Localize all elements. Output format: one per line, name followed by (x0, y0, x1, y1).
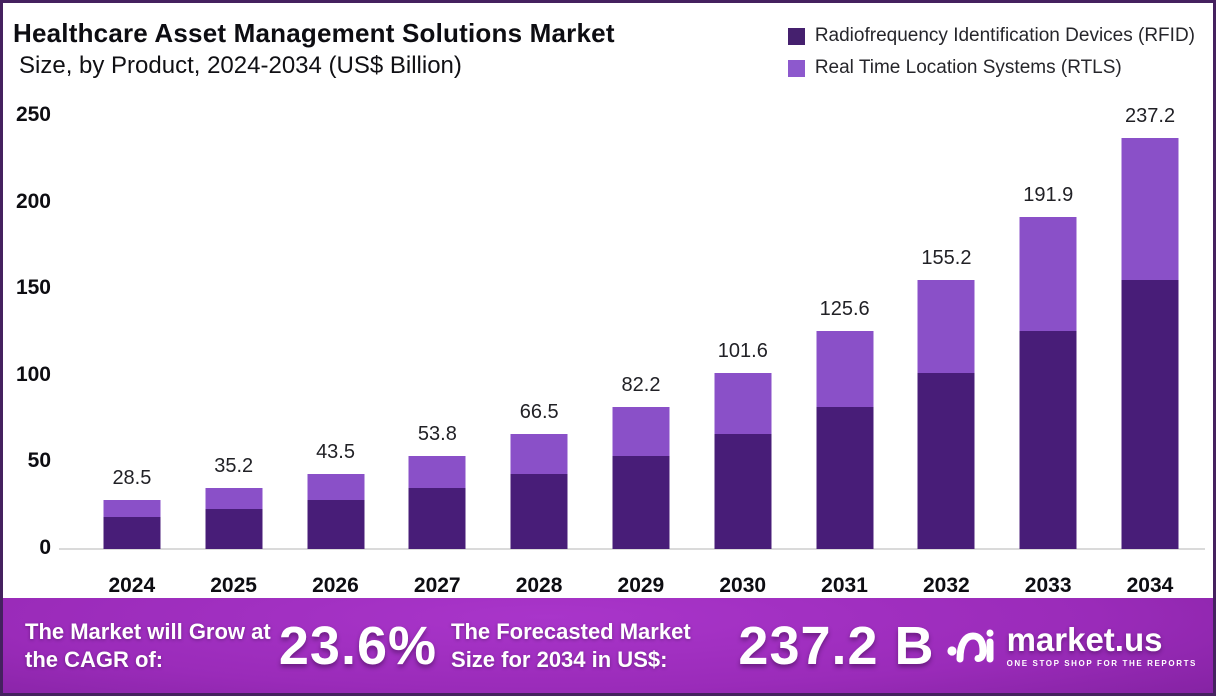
x-tick-label: 2028 (515, 574, 563, 597)
bar-segment-rfid (816, 406, 874, 549)
bar-segment-rfid (408, 488, 466, 549)
x-tick-label: 2029 (617, 574, 665, 597)
y-tick-label: 150 (15, 275, 51, 299)
bar-stack-2029 (612, 406, 670, 549)
bar-stack-2026 (307, 473, 365, 549)
x-tick-label: 2025 (210, 574, 257, 597)
bar-stack-2031 (816, 331, 874, 549)
bar-column-2029: 82.2 (590, 116, 692, 549)
x-tick-label: 2033 (1024, 574, 1072, 597)
bar-column-2031: 125.6 (794, 116, 896, 549)
bar-total-label: 237.2 (1125, 105, 1176, 128)
plot-area: 28.5 2024 35.2 2025 43.5 2026 53.8 2027 66.5 2028… (81, 105, 1201, 597)
chart-subtitle: Size, by Product, 2024-2034 (US$ Billion… (19, 51, 462, 79)
marketus-logo-icon (946, 629, 994, 662)
bar-stack-2033 (1019, 216, 1077, 549)
bar-segment-rtls (205, 488, 263, 509)
bar-segment-rtls (816, 331, 874, 407)
bar-segment-rfid (612, 455, 670, 549)
x-tick-label: 2024 (108, 574, 156, 597)
x-tick-label: 2027 (413, 574, 461, 597)
bar-segment-rtls (917, 280, 975, 374)
bar-column-2033: 191.9 (997, 116, 1099, 549)
bar-segment-rfid (1019, 331, 1077, 549)
bar-column-2032: 155.2 (896, 116, 998, 549)
bar-total-label: 35.2 (214, 455, 254, 478)
y-tick-label: 0 (39, 535, 51, 559)
bar-total-label: 155.2 (921, 247, 972, 270)
y-tick-label: 250 (15, 102, 51, 126)
y-tick-label: 50 (27, 449, 51, 473)
bar-total-label: 82.2 (621, 373, 661, 396)
x-tick-label: 2031 (821, 574, 868, 597)
bar-stack-2030 (714, 373, 772, 549)
bar-stack-2025 (205, 488, 263, 549)
bar-segment-rfid (205, 509, 263, 549)
bar-stack-2034 (1121, 138, 1179, 549)
bar-total-label: 43.5 (316, 440, 355, 463)
bar-column-2025: 35.2 (183, 116, 285, 549)
bar-segment-rtls (103, 499, 161, 517)
bar-segment-rtls (1019, 216, 1077, 332)
bar-column-2024: 28.5 (81, 116, 183, 549)
legend-label-rfid: Radiofrequency Identification Devices (R… (814, 25, 1195, 46)
bar-segment-rfid (1121, 280, 1179, 549)
bar-column-2034: 237.2 (1099, 105, 1201, 549)
bar-segment-rtls (408, 455, 466, 489)
bar-total-label: 53.8 (417, 422, 457, 445)
bar-segment-rfid (714, 433, 772, 549)
x-tick-label: 2030 (719, 574, 767, 597)
forecast-value: 237.2 B (738, 615, 935, 676)
bar-total-label: 191.9 (1023, 183, 1074, 206)
y-axis: 0 50 100 150 200 250 (3, 3, 57, 693)
bar-segment-rfid (510, 473, 568, 549)
rfid-swatch-icon (787, 27, 805, 45)
header: Healthcare Asset Management Solutions Ma… (13, 17, 703, 81)
bar-segment-rtls (307, 473, 365, 500)
bar-stack-2027 (408, 455, 466, 549)
bar-segment-rtls (714, 373, 772, 434)
y-tick-label: 100 (15, 362, 51, 386)
bar-segment-rfid (307, 499, 365, 549)
bar-total-label: 125.6 (819, 298, 870, 321)
rtls-swatch-icon (787, 59, 805, 77)
chart-title: Healthcare Asset Management Solutions Ma… (13, 18, 615, 48)
logo-tagline: ONE STOP SHOP FOR THE REPORTS (1006, 659, 1197, 668)
bar-column-2027: 53.8 (386, 116, 488, 549)
x-tick-label: 2026 (312, 574, 359, 597)
bar-segment-rfid (917, 373, 975, 549)
legend-label-rtls: Real Time Location Systems (RTLS) (814, 57, 1122, 78)
bar-total-label: 66.5 (519, 400, 559, 423)
bar-segment-rtls (510, 433, 568, 474)
bar-total-label: 101.6 (717, 340, 768, 363)
x-axis-baseline (59, 548, 1205, 550)
bar-stack-2032 (917, 280, 975, 549)
legend-item-rtls: Real Time Location Systems (RTLS) (787, 57, 1195, 79)
legend-item-rfid: Radiofrequency Identification Devices (R… (787, 25, 1195, 47)
cagr-value: 23.6% (278, 615, 438, 676)
y-tick-label: 200 (15, 189, 51, 213)
forecast-label: The Forecasted Market Size for 2034 in U… (451, 619, 691, 672)
bar-segment-rtls (1121, 138, 1179, 281)
cagr-label: The Market will Grow at the CAGR of: (25, 619, 271, 672)
bar-stack-2024 (103, 499, 161, 549)
bar-segment-rtls (612, 406, 670, 456)
legend: Radiofrequency Identification Devices (R… (787, 25, 1195, 79)
bar-segment-rfid (103, 516, 161, 549)
marketus-logo: market.us ONE STOP SHOP FOR THE REPORTS (946, 623, 1197, 668)
logo-wordmark: market.us (1006, 621, 1163, 658)
bar-column-2030: 101.6 (692, 116, 794, 549)
logo-text-block: market.us ONE STOP SHOP FOR THE REPORTS (1007, 623, 1197, 668)
bar-column-2028: 66.5 (488, 116, 590, 549)
x-tick-label: 2034 (1126, 574, 1174, 597)
bar-total-label: 28.5 (112, 466, 152, 489)
bar-stack-2028 (510, 433, 568, 549)
bottom-banner: The Market will Grow at the CAGR of: 23.… (3, 598, 1213, 693)
x-tick-label: 2032 (922, 574, 970, 597)
bar-column-2026: 43.5 (285, 116, 387, 549)
